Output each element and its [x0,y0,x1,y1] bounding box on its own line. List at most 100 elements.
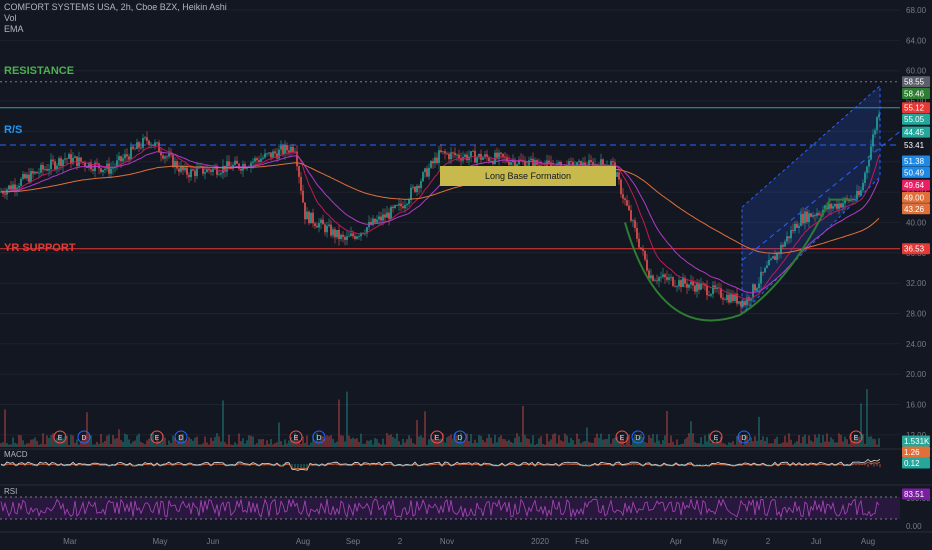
volume-bar [752,441,754,447]
volume-bar [602,439,604,447]
macd-histogram-bar [786,464,788,466]
candle-body [874,130,876,135]
candle-body [260,158,262,162]
candle-body [2,191,4,194]
candle-body [524,160,526,169]
candle-body [108,163,110,174]
candle-body [14,184,16,190]
volume-bar [140,441,142,447]
candle-body [354,236,356,239]
volume-bar [104,440,106,447]
volume-bar [162,435,164,447]
volume-bar [290,436,292,447]
candle-body [464,154,466,158]
volume-bar [328,436,330,447]
candle-body [782,244,784,247]
candle-body [698,282,700,290]
volume-bar [654,442,656,447]
candle-body [268,152,270,154]
candle-body [22,174,24,179]
candle-body [806,211,808,223]
candle-body [762,271,764,273]
macd-histogram-bar [387,464,389,466]
time-axis-label: 2 [766,537,771,546]
macd-histogram-bar [834,464,836,465]
candle-body [768,259,770,266]
macd-histogram-bar [444,464,446,466]
volume-bar [440,438,442,447]
candle-body [776,252,778,260]
volume-bar [838,433,840,447]
volume-bar [16,443,18,447]
candle-body [738,301,740,304]
candle-body [320,219,322,224]
candle-body [280,145,282,150]
indicator-panes [0,448,932,533]
candle-body [194,170,196,177]
candle-body [416,185,418,192]
volume-bar [482,439,484,447]
candle-body [710,294,712,296]
time-axis-label: Sep [346,537,361,546]
macd-histogram-bar [696,464,698,465]
earnings-marker [53,430,67,444]
volume-bar [612,438,614,447]
macd-histogram-bar [693,464,695,466]
candle-body [658,277,660,281]
volume-bar [512,443,514,447]
volume-bar [788,433,790,447]
candle-body [844,198,846,204]
candle-body [128,156,130,160]
volume-bar [296,434,298,447]
price-axis-label: 64.00 [906,36,927,45]
price-axis-label: 60.00 [906,67,927,76]
macd-histogram-bar [537,464,539,466]
volume-bar [566,435,568,447]
volume-bar [314,441,316,447]
macd-histogram-bar [417,464,419,466]
volume-bar [862,434,864,447]
candle-body [618,172,620,180]
volume-bar [80,440,82,447]
volume-bar [732,441,734,447]
earnings-marker [615,430,629,444]
candle-body [666,277,668,280]
volume-bar [330,435,332,447]
volume-bar [370,439,372,447]
macd-histogram-bar [393,464,395,466]
candle-body [252,161,254,163]
candle-body [266,153,268,155]
volume-bar [232,444,234,447]
volume-bar [796,441,798,447]
volume-bar [224,442,226,447]
macd-histogram-bar [585,464,587,465]
candle-body [800,213,802,226]
candle-body [530,158,532,161]
macd-histogram-bar [300,464,302,468]
macd-histogram-bar [72,464,74,466]
candle-body [602,159,604,165]
volume-bar [808,435,810,447]
candle-body [10,185,12,190]
volume-bar [108,434,110,447]
macd-histogram-bar [234,464,236,465]
candle-body [488,157,490,162]
volume-bar [518,436,520,447]
price-tag-bg [902,87,930,99]
price-tag-bg [902,166,930,178]
volume-bar [856,435,858,447]
volume-bar [410,438,412,447]
candle-body [858,191,860,196]
volume-bar [244,443,246,447]
candle-body [636,228,638,239]
price-axis-label: 68.00 [906,6,927,15]
candle-body [80,157,82,163]
macd-histogram-bar [153,464,155,466]
macd-histogram-bar [558,464,560,466]
volume-bar [688,433,690,447]
candle-body [144,137,146,139]
volume-bar [170,443,172,447]
volume-bar [10,444,12,447]
macd-histogram-bar [381,464,383,465]
macd-histogram-bar [516,464,518,465]
